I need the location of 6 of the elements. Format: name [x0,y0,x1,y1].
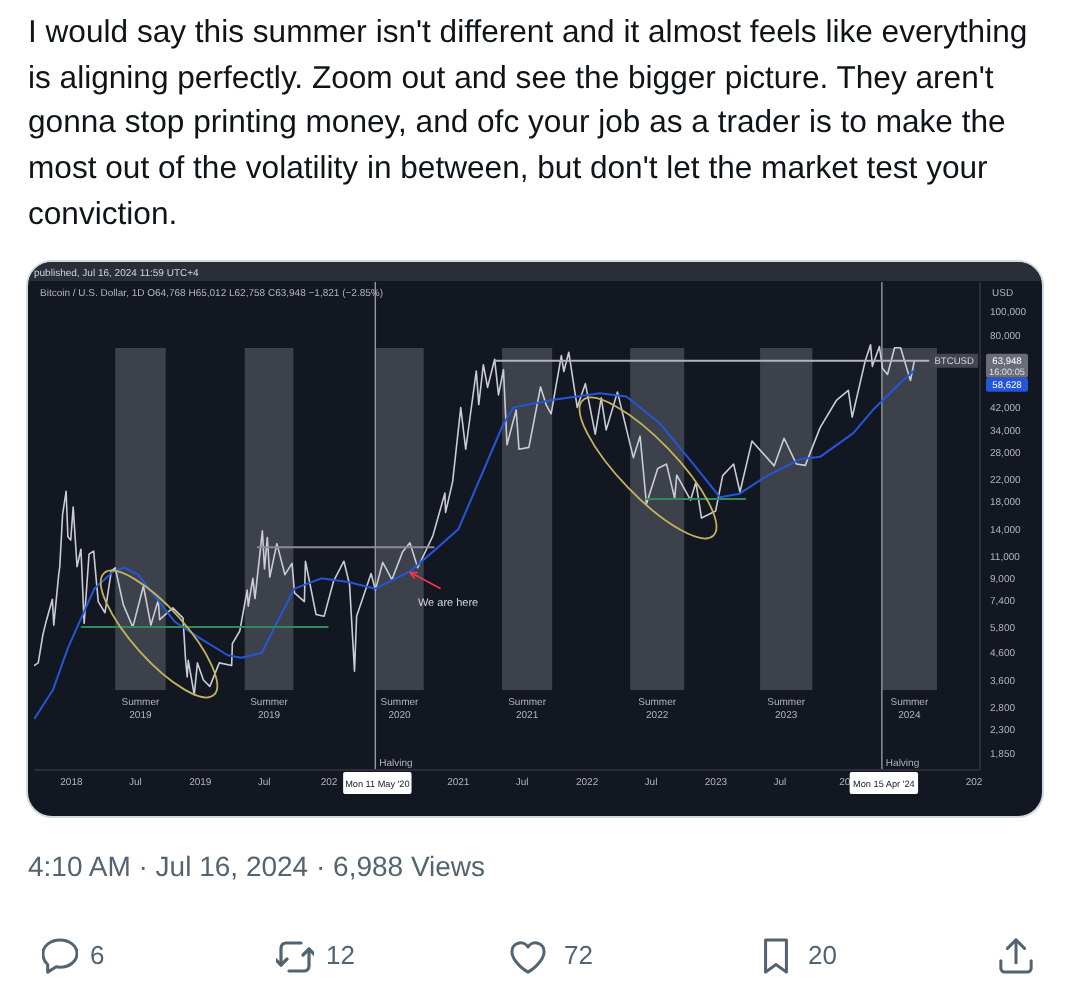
text: 6 [90,940,105,972]
text: 12 [326,940,355,972]
text: 20 [808,940,837,972]
chart-title: I would say this summer isn't different and it almost feels like everything is aligning perfectly. Zoom out and see the bigger picture. They aren't gonna stop printing money, and ofc your job as a trader is to make the most out of the volatility in between, but don't let the market test your conviction. [28,14,1030,236]
text: 72 [564,940,593,972]
text: 4:10 AM · Jul 16, 2024 · 6,988 Views [28,848,486,884]
